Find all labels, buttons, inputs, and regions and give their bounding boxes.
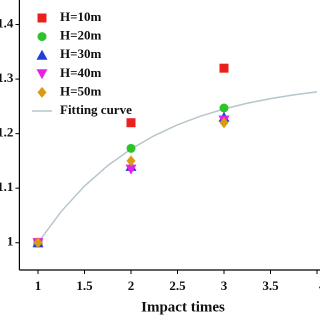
- data-point: [219, 103, 229, 113]
- data-point: [33, 237, 43, 249]
- data-point: [219, 117, 229, 129]
- y-tick-label: 1.2: [0, 125, 13, 140]
- data-point: [126, 143, 136, 153]
- x-tick-label: 3.5: [262, 278, 279, 293]
- legend-swatch: [36, 69, 48, 80]
- data-point: [219, 63, 229, 73]
- y-tick-label: 1: [7, 234, 14, 249]
- legend-swatch: [37, 13, 47, 23]
- y-tick-label: 1.4: [0, 16, 14, 31]
- y-tick-label: 1.3: [0, 70, 14, 85]
- legend-label: H=30m: [60, 46, 102, 61]
- legend-label: Fitting curve: [60, 102, 132, 117]
- legend-swatch: [37, 32, 47, 42]
- legend-label: H=40m: [60, 65, 102, 80]
- data-point: [125, 164, 137, 175]
- x-tick-label: 1.5: [76, 278, 93, 293]
- x-tick-label: 2: [128, 278, 135, 293]
- legend-swatch: [36, 49, 48, 60]
- data-point: [126, 118, 136, 128]
- legend-label: H=10m: [60, 9, 102, 24]
- y-tick-label: 1.1: [0, 179, 13, 194]
- x-axis-label: Impact times: [141, 299, 225, 315]
- legend-label: H=20m: [60, 28, 102, 43]
- x-tick-label: 1: [35, 278, 42, 293]
- x-tick-label: 2.5: [169, 278, 186, 293]
- x-tick-label: 3: [221, 278, 228, 293]
- legend-label: H=50m: [60, 83, 102, 98]
- legend-swatch: [37, 86, 47, 98]
- data-point: [126, 155, 136, 167]
- fitting-curve: [37, 91, 318, 244]
